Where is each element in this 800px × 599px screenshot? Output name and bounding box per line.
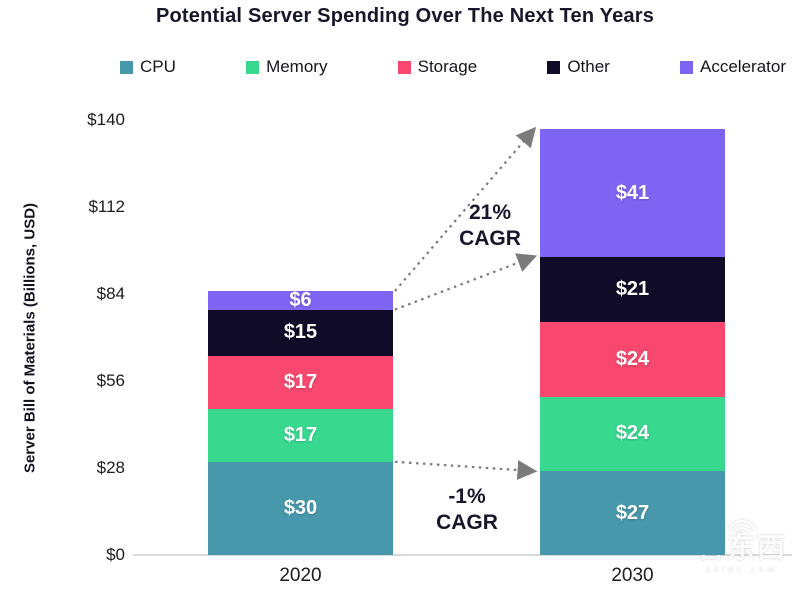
legend-label: Accelerator: [700, 57, 786, 76]
segment-value-label: $41: [615, 181, 650, 204]
bar-segment-2020-accelerator: $6: [208, 288, 393, 311]
segment-value-label: $30: [283, 496, 318, 519]
legend-item-cpu: CPU: [120, 57, 176, 77]
segment-value-label: $17: [283, 371, 318, 394]
y-tick-label: $112: [88, 197, 125, 216]
chart-title: Potential Server Spending Over The Next …: [155, 5, 655, 27]
wifi-icon: [727, 519, 757, 535]
y-tick-label: $84: [96, 284, 125, 303]
segment-value-label: $27: [615, 501, 650, 524]
bar-segment-2030-cpu: $27: [540, 471, 725, 555]
legend-item-storage: Storage: [397, 57, 478, 77]
x-tick-label-2020: 2020: [279, 565, 322, 586]
legend: CPU Memory Storage Other Accelerator: [120, 57, 786, 77]
legend-label: CPU: [140, 57, 176, 76]
bar-segment-2020-storage: $17: [208, 356, 393, 409]
bar-segment-2030-other: $21: [540, 256, 725, 322]
cagr-arrow: [394, 253, 538, 311]
bar-segment-2030-memory: $24: [540, 396, 725, 472]
legend-swatch: [547, 60, 561, 74]
bar-segment-2020-memory: $17: [208, 408, 393, 462]
legend-item-memory: Memory: [246, 57, 327, 77]
segment-value-label: $24: [615, 347, 650, 370]
segment-value-label: $21: [615, 277, 650, 300]
y-tick-label: $0: [106, 545, 125, 564]
cagr-arrow: [394, 460, 538, 480]
annotation-line2: CAGR: [459, 227, 521, 250]
bar-segment-2030-accelerator: $41: [540, 129, 725, 257]
bar-segment-2020-cpu: $30: [208, 461, 393, 555]
legend-label: Memory: [266, 57, 328, 76]
x-tick-label-2030: 2030: [611, 565, 654, 586]
legend-swatch: [397, 60, 411, 74]
y-tick-label: $28: [96, 458, 125, 477]
segment-value-label: $24: [615, 422, 650, 445]
annotation-line1: -1%: [448, 485, 486, 508]
legend-label: Other: [567, 57, 610, 76]
legend-swatch: [246, 60, 260, 74]
annotation-cagr-growth: 21% CAGR: [430, 200, 550, 252]
legend-item-accelerator: Accelerator: [680, 57, 786, 77]
legend-swatch: [680, 60, 694, 74]
segment-value-label: $17: [283, 423, 318, 446]
x-axis-line: [133, 554, 792, 556]
y-axis-title: Server Bill of Materials (Billions, USD): [21, 202, 39, 474]
legend-item-other: Other: [547, 57, 610, 77]
segment-value-label: $6: [289, 288, 312, 311]
annotation-cagr-decline: -1% CAGR: [407, 484, 527, 536]
y-tick-label: $56: [96, 371, 125, 390]
segment-value-label: $15: [283, 321, 318, 344]
y-tick-label: $140: [87, 110, 125, 129]
bar-segment-2020-other: $15: [208, 309, 393, 357]
annotation-line1: 21%: [468, 201, 512, 224]
legend-swatch: [120, 60, 133, 74]
legend-label: Storage: [417, 57, 478, 76]
bar-segment-2030-storage: $24: [540, 321, 725, 397]
annotation-line2: CAGR: [436, 511, 498, 534]
